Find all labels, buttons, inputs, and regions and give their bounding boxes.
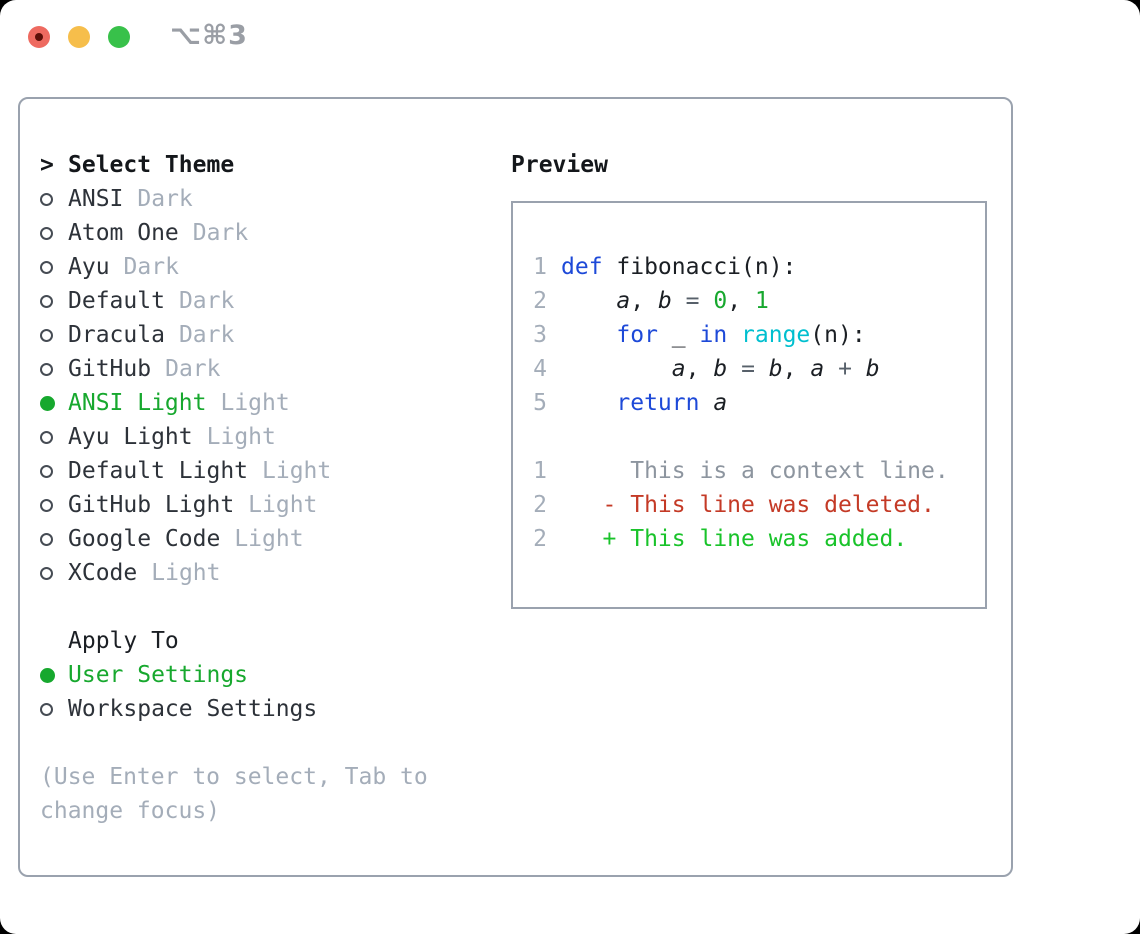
radio-icon: [40, 464, 53, 478]
theme-label: Google Code: [68, 526, 221, 552]
radio-icon: [40, 532, 53, 546]
window-title: ⌥⌘3: [170, 20, 248, 51]
theme-variant-tag: Light: [151, 560, 221, 586]
close-button[interactable]: [28, 26, 50, 48]
apply-label: Workspace Settings: [68, 696, 318, 722]
traffic-lights: [28, 26, 130, 48]
apply-option[interactable]: User Settings: [40, 658, 511, 692]
radio-icon: [40, 566, 53, 580]
main-panel: > Select Theme ANSI Dark Atom One Dark Ayu Da…: [18, 97, 1013, 877]
theme-label: GitHub Light: [68, 492, 235, 518]
line-number: 4: [533, 356, 547, 382]
preview-title: Preview: [511, 152, 608, 178]
code-line: 2 a, b = 0, 1: [531, 284, 985, 318]
hint-text: (Use Enter to select, Tab to change focu…: [40, 764, 428, 824]
radio-icon: [40, 192, 53, 206]
radio-icon: [40, 226, 53, 240]
code-line: 4 a, b = b, a + b: [531, 352, 985, 386]
zoom-button[interactable]: [108, 26, 130, 48]
select-theme-header: > Select Theme: [40, 148, 511, 182]
theme-option[interactable]: Default Light Light: [40, 454, 511, 488]
theme-column: > Select Theme ANSI Dark Atom One Dark Ayu Da…: [40, 148, 511, 875]
focus-arrow-icon: >: [40, 152, 54, 178]
code-line: 5 return a: [531, 386, 985, 420]
radio-icon: [40, 702, 53, 716]
radio-icon: [40, 328, 53, 342]
theme-label: XCode: [68, 560, 138, 586]
minimize-button[interactable]: [68, 26, 90, 48]
theme-label: GitHub: [68, 356, 152, 382]
theme-variant-tag: Dark: [178, 322, 235, 348]
apply-option[interactable]: Workspace Settings: [40, 692, 511, 726]
radio-icon: [40, 498, 53, 512]
code-line: 2 - This line was deleted.: [531, 488, 985, 522]
theme-label: Ayu Light: [68, 424, 193, 450]
line-number: 3: [533, 322, 547, 348]
titlebar: ⌥⌘3: [0, 0, 1140, 97]
code-line: 2 + This line was added.: [531, 522, 985, 556]
theme-variant-tag: Dark: [123, 254, 179, 280]
theme-option[interactable]: Ayu Dark: [40, 250, 511, 284]
theme-label: ANSI Light: [68, 390, 207, 416]
close-dot-icon: [35, 33, 43, 41]
apply-to-list: User Settings Workspace Settings: [40, 658, 511, 726]
line-number: 5: [533, 390, 547, 416]
theme-option[interactable]: Atom One Dark: [40, 216, 511, 250]
line-number: 2: [533, 288, 547, 314]
theme-option[interactable]: Ayu Light Light: [40, 420, 511, 454]
theme-label: ANSI: [68, 186, 124, 212]
theme-option[interactable]: Dracula Dark: [40, 318, 511, 352]
theme-variant-tag: Light: [206, 424, 276, 450]
radio-icon: [40, 294, 53, 308]
line-number: 2: [533, 526, 547, 552]
theme-label: Default: [68, 288, 165, 314]
line-number: 2: [533, 492, 547, 518]
theme-option[interactable]: Default Dark: [40, 284, 511, 318]
radio-selected-icon: [40, 395, 55, 411]
radio-icon: [40, 362, 53, 376]
theme-variant-tag: Light: [262, 458, 332, 484]
preview-header-row: Preview: [511, 148, 1011, 182]
theme-option[interactable]: ANSI Dark: [40, 182, 511, 216]
apply-label: User Settings: [68, 662, 249, 688]
radio-icon: [40, 430, 53, 444]
theme-variant-tag: Dark: [165, 356, 221, 382]
code-line: 1 def fibonacci(n):: [531, 250, 985, 284]
code-line: 1 This is a context line.: [531, 454, 985, 488]
theme-option[interactable]: ANSI Light Light: [40, 386, 511, 420]
theme-option[interactable]: GitHub Dark: [40, 352, 511, 386]
theme-label: Atom One: [68, 220, 179, 246]
theme-label: Ayu: [68, 254, 110, 280]
theme-variant-tag: Light: [248, 492, 318, 518]
apply-to-header: Apply To: [40, 624, 511, 658]
code-line: 3 for _ in range(n):: [531, 318, 985, 352]
theme-variant-tag: Light: [220, 390, 290, 416]
theme-variant-tag: Dark: [137, 186, 193, 212]
theme-list: ANSI Dark Atom One Dark Ayu Dark Default Dark Dr…: [40, 182, 511, 590]
line-number: 1: [533, 458, 547, 484]
radio-icon: [40, 260, 53, 274]
theme-variant-tag: Light: [234, 526, 304, 552]
apply-to-title: Apply To: [68, 628, 179, 654]
radio-selected-icon: [40, 667, 55, 683]
theme-label: Default Light: [68, 458, 249, 484]
theme-option[interactable]: Google Code Light: [40, 522, 511, 556]
theme-variant-tag: Dark: [192, 220, 249, 246]
theme-option[interactable]: GitHub Light Light: [40, 488, 511, 522]
theme-option[interactable]: XCode Light: [40, 556, 511, 590]
theme-variant-tag: Dark: [178, 288, 235, 314]
theme-label: Dracula: [68, 322, 165, 348]
line-number: 1: [533, 254, 547, 280]
select-theme-title: Select Theme: [68, 152, 235, 178]
code-line: [531, 420, 985, 454]
